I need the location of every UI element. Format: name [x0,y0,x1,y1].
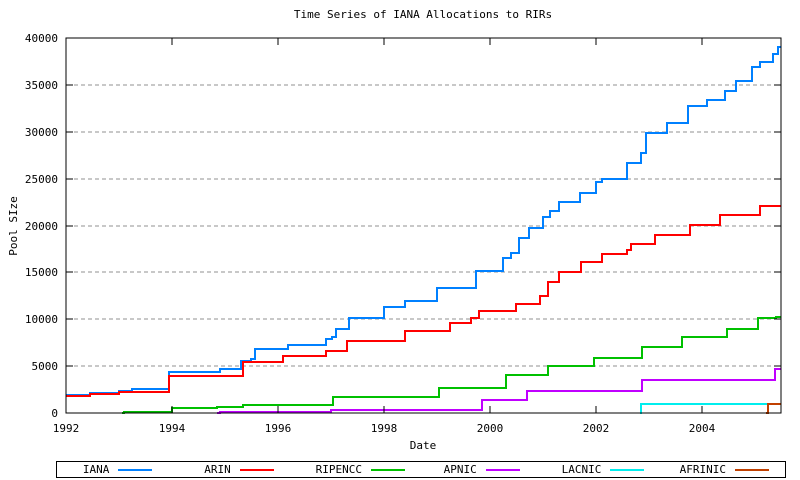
x-tick-label: 2000 [477,422,504,435]
x-tick-label: 1996 [265,422,292,435]
legend-item-arin: ARIN [178,464,299,475]
gridlines [67,84,780,367]
y-tick-label: 25000 [25,173,58,186]
series-line-ripencc [122,316,781,414]
x-tick-label: 1992 [53,422,80,435]
legend-swatch-iana [118,468,153,471]
legend-label-arin: ARIN [204,463,231,476]
legend-swatch-afrinic [734,468,769,471]
x-tick-label: 2004 [689,422,716,435]
legend-swatch-arin [239,468,274,471]
tick-marks [65,37,781,414]
y-tick-label: 15000 [25,266,58,279]
y-tick-label: 30000 [25,126,58,139]
legend-label-iana: IANA [82,463,110,476]
plot-area: Time Series of IANA Allocations to RIRs … [7,8,782,452]
series-line-apnic [217,368,781,414]
legend-swatch-lacnic [610,468,645,471]
y-axis-label: Pool SIze [7,196,20,256]
y-tick-label: 10000 [25,313,58,326]
y-tick-label: 0 [51,407,58,420]
legend-label-ripencc: RIPENCC [315,463,362,476]
legend-item-lacnic: LACNIC [542,464,663,475]
x-tick-label: 2002 [583,422,610,435]
y-tick-label: 40000 [25,32,58,45]
x-tick-label: 1994 [159,422,186,435]
y-tick-label: 35000 [25,79,58,92]
y-tick-label: 20000 [25,220,58,233]
legend-item-afrinic: AFRINIC [664,464,785,475]
series-line-afrinic [766,403,781,414]
series-line-iana [66,46,781,396]
series-line-arin [66,205,781,397]
series-lines [66,46,781,414]
x-axis-label: Date [410,439,437,452]
legend-swatch-ripencc [371,468,405,471]
legend-item-ripencc: RIPENCC [300,464,421,475]
legend-label-apnic: APNIC [443,463,477,476]
legend-item-apnic: APNIC [421,464,542,475]
y-tick-label: 5000 [32,360,59,373]
legend-label-lacnic: LACNIC [561,463,602,476]
legend-swatch-apnic [485,468,520,471]
legend: IANA ARIN RIPENCC APNIC LACNIC AFRINIC [56,461,786,478]
legend-label-afrinic: AFRINIC [679,463,726,476]
x-tick-label: 1998 [371,422,398,435]
legend-item-iana: IANA [57,464,178,475]
series-line-lacnic [640,403,781,414]
chart-title: Time Series of IANA Allocations to RIRs [294,8,552,21]
tick-labels: 0 5000 10000 15000 20000 25000 30000 35000 40000… [25,32,716,435]
